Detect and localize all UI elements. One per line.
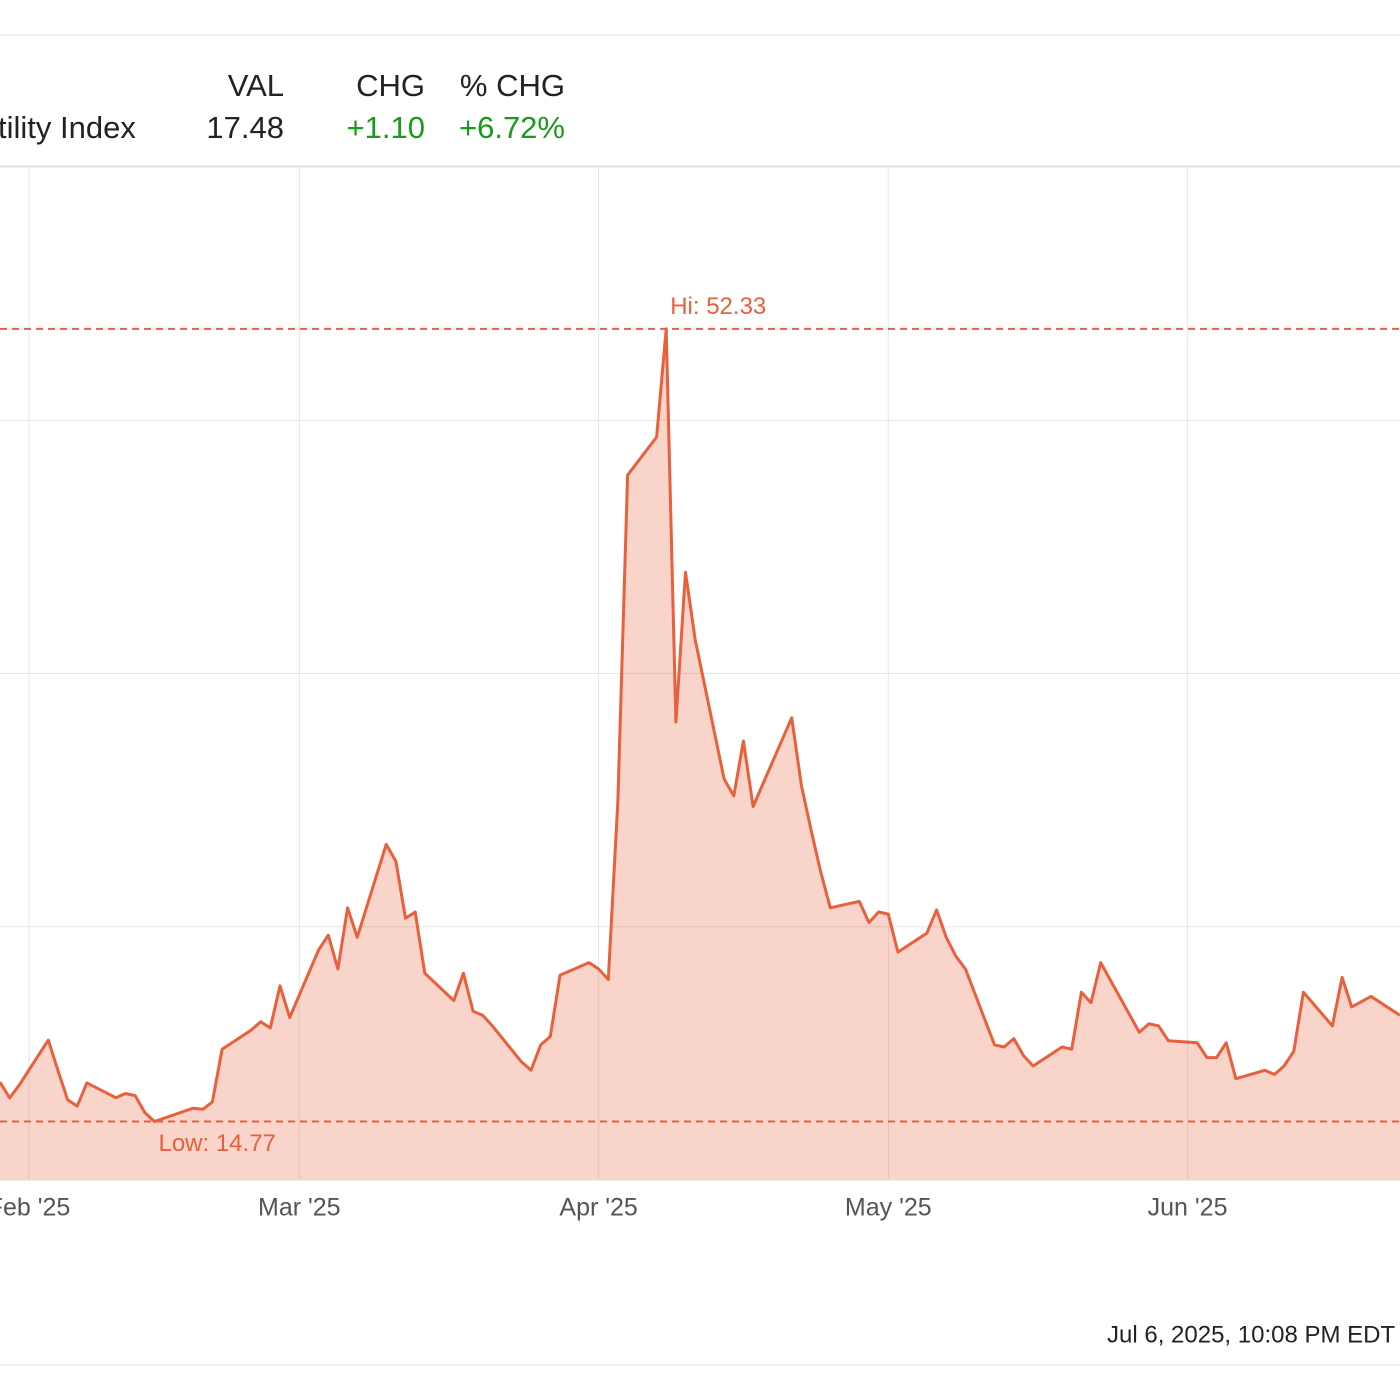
x-tick-label: Feb '25 <box>0 1194 70 1222</box>
timestamp: Jul 6, 2025, 10:08 PM EDT Po <box>1107 1321 1400 1348</box>
x-tick-label: Jun '25 <box>1148 1194 1228 1222</box>
instrument-name: tility Index <box>0 110 136 145</box>
column-header: % CHG <box>460 68 565 103</box>
column-header: VAL <box>228 68 284 103</box>
annotation-label: Low: 14.77 <box>158 1130 275 1157</box>
x-tick-label: Apr '25 <box>559 1194 637 1222</box>
area <box>0 328 1400 1180</box>
column-header: CHG <box>356 68 425 103</box>
x-tick-label: May '25 <box>845 1194 932 1222</box>
annotation-label: Hi: 52.33 <box>670 293 766 320</box>
quote-change-pct: +6.72% <box>459 110 565 145</box>
quote-value: 17.48 <box>206 110 284 145</box>
line <box>0 327 1400 1123</box>
quote-change: +1.10 <box>347 110 425 145</box>
x-tick-label: Mar '25 <box>258 1194 341 1222</box>
